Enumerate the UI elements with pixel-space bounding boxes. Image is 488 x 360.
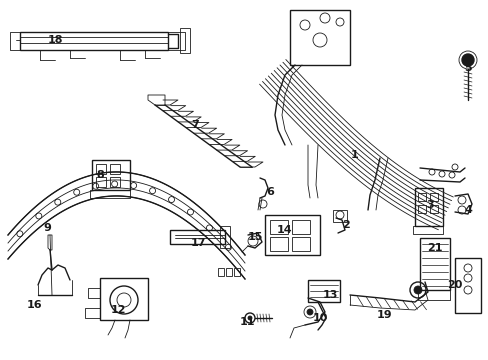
- Bar: [234, 268, 240, 276]
- Circle shape: [461, 54, 473, 66]
- Bar: [110, 164, 120, 174]
- Bar: [307, 280, 339, 302]
- Text: 15: 15: [247, 232, 262, 242]
- Bar: [110, 177, 120, 187]
- Text: 8: 8: [96, 170, 103, 180]
- Bar: [291, 237, 309, 251]
- Bar: [225, 268, 231, 276]
- Text: 6: 6: [265, 187, 273, 197]
- Bar: [269, 237, 287, 251]
- Text: 14: 14: [276, 225, 291, 235]
- Bar: [414, 188, 442, 226]
- Text: 9: 9: [43, 223, 51, 233]
- Text: 18: 18: [47, 35, 62, 45]
- Bar: [332, 210, 346, 222]
- Bar: [269, 220, 287, 234]
- Bar: [180, 28, 190, 53]
- Text: 16: 16: [27, 300, 43, 310]
- Circle shape: [247, 316, 251, 320]
- Bar: [419, 238, 449, 290]
- Bar: [96, 164, 106, 174]
- Circle shape: [413, 286, 421, 294]
- Bar: [417, 205, 425, 213]
- Bar: [96, 177, 106, 187]
- Bar: [417, 193, 425, 201]
- Bar: [92, 160, 130, 190]
- Text: 4: 4: [463, 205, 471, 215]
- Text: 10: 10: [312, 313, 327, 323]
- Bar: [170, 230, 224, 244]
- Bar: [218, 268, 224, 276]
- Bar: [291, 220, 309, 234]
- Text: 3: 3: [426, 200, 433, 210]
- Text: 21: 21: [427, 243, 442, 253]
- Circle shape: [306, 309, 312, 315]
- Text: 20: 20: [447, 280, 462, 290]
- Text: 7: 7: [191, 120, 199, 130]
- Text: 1: 1: [350, 150, 358, 160]
- Bar: [220, 226, 229, 248]
- Text: 2: 2: [342, 220, 349, 230]
- Text: 11: 11: [239, 317, 254, 327]
- Text: 19: 19: [376, 310, 392, 320]
- Bar: [289, 10, 349, 65]
- Bar: [429, 205, 437, 213]
- Bar: [264, 215, 319, 255]
- Bar: [100, 278, 148, 320]
- Bar: [429, 193, 437, 201]
- Text: 12: 12: [110, 305, 125, 315]
- Bar: [20, 32, 168, 50]
- Text: 13: 13: [322, 290, 337, 300]
- Text: 5: 5: [463, 63, 471, 73]
- Bar: [454, 258, 480, 313]
- Text: 17: 17: [190, 238, 205, 248]
